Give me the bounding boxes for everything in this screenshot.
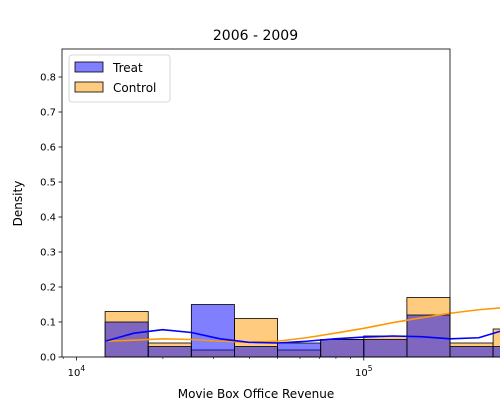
y-axis-label: Density bbox=[11, 181, 25, 227]
legend-swatch-control bbox=[74, 81, 104, 93]
treat-bar bbox=[492, 346, 500, 358]
y-axis: 0.0 0.1 0.2 0.3 0.4 0.5 0.6 0.7 0.8 bbox=[40, 73, 62, 364]
y-tick-label: 0.0 bbox=[40, 353, 56, 364]
y-tick-label: 0.7 bbox=[40, 108, 56, 119]
y-tick-label: 0.5 bbox=[40, 178, 56, 189]
chart-title: 2006 - 2009 bbox=[213, 28, 298, 44]
kde-lines bbox=[104, 307, 500, 344]
treat-bar bbox=[320, 339, 365, 358]
x-tick-label: 105 bbox=[355, 364, 373, 379]
y-tick-label: 0.6 bbox=[40, 143, 56, 154]
treat-bar bbox=[190, 304, 235, 358]
y-tick-label: 0.1 bbox=[40, 318, 56, 329]
legend: Treat Control bbox=[68, 54, 171, 103]
legend-swatch-treat bbox=[74, 61, 104, 73]
plot-frame bbox=[61, 48, 451, 358]
treat-bar bbox=[449, 346, 494, 358]
treat-bar bbox=[234, 346, 278, 358]
y-tick-label: 0.4 bbox=[40, 213, 56, 224]
x-axis: 104105106107108 bbox=[62, 357, 373, 379]
x-axis-label: Movie Box Office Revenue bbox=[178, 387, 335, 400]
treat-bar bbox=[277, 342, 322, 358]
x-tick-label: 104 bbox=[68, 364, 86, 379]
y-tick-label: 0.8 bbox=[40, 73, 56, 84]
legend-label-treat: Treat bbox=[112, 61, 143, 75]
control-bar bbox=[492, 328, 500, 358]
y-tick-label: 0.3 bbox=[40, 248, 56, 259]
y-tick-label: 0.2 bbox=[40, 283, 56, 294]
legend-label-control: Control bbox=[113, 81, 156, 95]
treat-bar bbox=[147, 346, 192, 358]
treat-kde-line bbox=[104, 328, 500, 344]
control-kde-line bbox=[105, 307, 500, 344]
treat-bar bbox=[363, 339, 408, 358]
